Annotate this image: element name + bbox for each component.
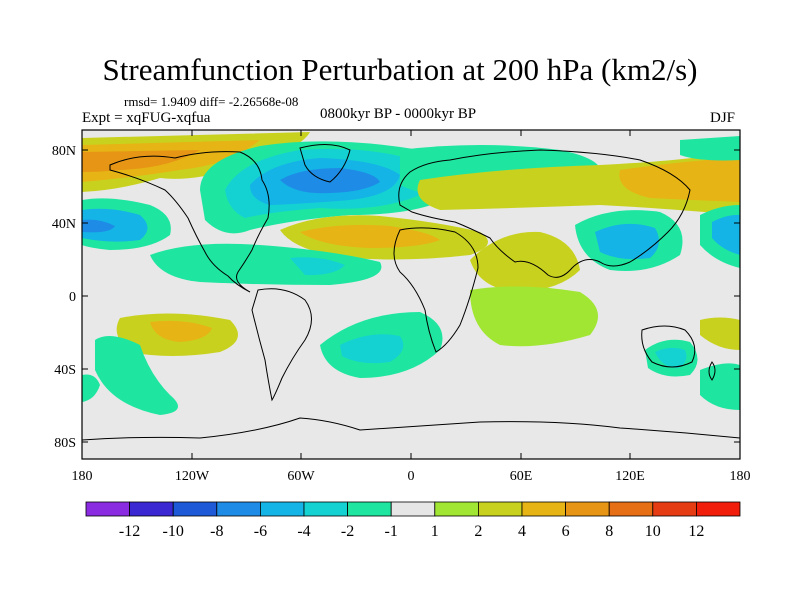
contour-shading bbox=[655, 347, 687, 368]
contour-shading bbox=[150, 243, 382, 285]
lon-label: 60W bbox=[287, 469, 315, 484]
colorbar-swatch bbox=[172, 501, 218, 517]
new-zealand-coast bbox=[708, 361, 716, 381]
contour-shading bbox=[470, 286, 598, 347]
colorbar-swatch bbox=[129, 501, 174, 517]
contour-shading bbox=[340, 334, 404, 364]
colorbar-swatch bbox=[347, 501, 392, 517]
contour-shading bbox=[595, 223, 659, 260]
colorbar-label: 4 bbox=[518, 523, 526, 540]
colorbar-swatch bbox=[259, 501, 305, 517]
longitude-axis: 180 120W 60W 0 60E 120E 180 bbox=[72, 469, 751, 484]
colorbar-swatch bbox=[696, 501, 741, 517]
colorbar-labels: -12 -10 -8 -6 -4 -2 -1 1 2 4 6 8 10 12 bbox=[119, 523, 704, 540]
colorbar-swatch bbox=[608, 501, 654, 517]
contour-shading bbox=[700, 317, 740, 350]
lon-label: 60E bbox=[510, 469, 533, 484]
contour-shading bbox=[300, 224, 440, 248]
contour-shading bbox=[150, 320, 212, 342]
colorbar-swatch bbox=[521, 501, 566, 517]
contour-shading bbox=[95, 336, 178, 415]
colorbar-label: 10 bbox=[645, 523, 661, 540]
lon-label: 120W bbox=[175, 469, 210, 484]
stats-label: rmsd= 1.9409 diff= -2.26568e-08 bbox=[124, 94, 299, 109]
lon-label: 0 bbox=[408, 469, 415, 484]
period-label: 0800kyr BP - 0000kyr BP bbox=[320, 106, 477, 122]
south-america-coast bbox=[251, 288, 312, 402]
colorbar-label: -8 bbox=[210, 523, 223, 540]
colorbar-label: 12 bbox=[688, 523, 704, 540]
contour-shading bbox=[82, 219, 115, 233]
contour-shading bbox=[82, 208, 148, 242]
north-america-coast bbox=[109, 151, 270, 293]
australia-coast bbox=[641, 325, 696, 368]
lon-label: 180 bbox=[72, 469, 93, 484]
antarctica-coast bbox=[82, 417, 740, 441]
lon-label: 180 bbox=[730, 469, 751, 484]
lon-label: 120E bbox=[615, 469, 645, 484]
colorbar-label: 2 bbox=[474, 523, 482, 540]
colorbar-label: -6 bbox=[254, 523, 267, 540]
coastlines bbox=[82, 144, 740, 441]
colorbar-label: -12 bbox=[119, 523, 140, 540]
colorbar-swatch bbox=[216, 501, 261, 517]
season-label: DJF bbox=[710, 110, 736, 126]
contour-shading bbox=[82, 374, 100, 402]
colorbar-label: -1 bbox=[385, 523, 398, 540]
africa-coast bbox=[393, 227, 479, 353]
latitude-axis: 80N 40N 0 40S 80S bbox=[52, 144, 76, 451]
colorbar-swatch bbox=[434, 501, 479, 517]
contour-shading bbox=[82, 150, 200, 172]
greenland-coast bbox=[299, 144, 351, 183]
contour-shading bbox=[680, 136, 740, 161]
colorbar-swatch bbox=[303, 501, 348, 517]
lat-label: 80S bbox=[54, 436, 76, 451]
colorbar-swatch bbox=[565, 501, 610, 517]
lat-label: 80N bbox=[52, 144, 76, 159]
colorbar-label: -2 bbox=[341, 523, 354, 540]
axis-ticks bbox=[81, 130, 741, 459]
contour-shading bbox=[712, 214, 740, 255]
lat-label: 40S bbox=[54, 363, 76, 378]
colorbar-swatch bbox=[652, 501, 697, 517]
contour-shading bbox=[290, 257, 345, 276]
contour-shading bbox=[280, 168, 380, 194]
lat-label: 0 bbox=[69, 290, 76, 305]
colorbar-label: 6 bbox=[562, 523, 570, 540]
colorbar-swatch bbox=[477, 501, 523, 517]
colorbar-label: 8 bbox=[605, 523, 613, 540]
eurasia-coast bbox=[398, 149, 691, 278]
colorbar-swatch bbox=[390, 501, 436, 517]
contour-field bbox=[82, 130, 740, 459]
plot-title: Streamfunction Perturbation at 200 hPa (… bbox=[102, 52, 698, 87]
experiment-label: Expt = xqFUG-xqfua bbox=[82, 110, 211, 126]
colorbar-label: -10 bbox=[163, 523, 184, 540]
colorbar-label: -4 bbox=[297, 523, 310, 540]
colorbar bbox=[85, 501, 741, 517]
lat-label: 40N bbox=[52, 217, 76, 232]
colorbar-label: 1 bbox=[431, 523, 439, 540]
colorbar-swatch bbox=[85, 501, 130, 517]
